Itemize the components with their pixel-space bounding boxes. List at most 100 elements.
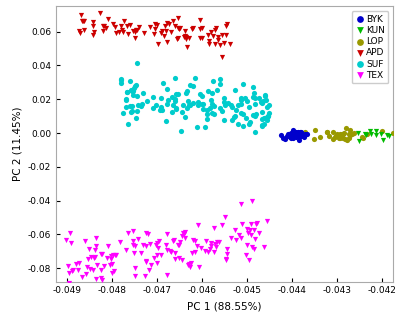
APD xyxy=(211,28,218,33)
APD xyxy=(181,35,187,40)
TEX xyxy=(155,245,162,250)
TEX xyxy=(104,244,111,249)
TEX xyxy=(252,236,258,242)
SUF xyxy=(231,114,237,119)
TEX xyxy=(125,230,132,235)
TEX xyxy=(253,222,259,227)
TEX xyxy=(203,239,209,244)
APD xyxy=(205,39,212,44)
TEX xyxy=(224,252,230,257)
SUF xyxy=(251,102,258,107)
SUF xyxy=(129,103,135,108)
TEX xyxy=(142,258,149,263)
APD xyxy=(78,12,84,18)
TEX xyxy=(90,268,97,273)
APD xyxy=(120,19,127,24)
LOP xyxy=(360,135,367,140)
APD xyxy=(208,30,214,35)
APD xyxy=(134,27,141,32)
TEX xyxy=(205,249,211,254)
TEX xyxy=(129,243,136,248)
TEX xyxy=(65,263,71,268)
SUF xyxy=(117,77,124,82)
SUF xyxy=(134,108,140,113)
SUF xyxy=(162,118,169,123)
LOP xyxy=(342,136,348,141)
TEX xyxy=(228,236,234,241)
SUF xyxy=(157,108,163,113)
TEX xyxy=(231,228,238,233)
TEX xyxy=(189,251,195,256)
SUF xyxy=(264,115,271,120)
TEX xyxy=(111,268,117,274)
APD xyxy=(90,32,96,37)
SUF xyxy=(256,95,263,100)
SUF xyxy=(172,76,178,81)
SUF xyxy=(124,90,131,95)
APD xyxy=(197,35,203,40)
TEX xyxy=(224,247,231,252)
TEX xyxy=(130,228,136,234)
BYK xyxy=(288,135,294,140)
SUF xyxy=(228,103,235,108)
APD xyxy=(154,22,160,28)
TEX xyxy=(236,233,243,238)
TEX xyxy=(263,218,270,223)
APD xyxy=(100,23,106,28)
BYK xyxy=(288,132,294,137)
SUF xyxy=(231,88,238,93)
BYK xyxy=(295,130,302,135)
TEX xyxy=(138,250,144,255)
APD xyxy=(119,28,126,33)
SUF xyxy=(123,104,129,109)
TEX xyxy=(83,272,89,277)
TEX xyxy=(92,254,98,260)
APD xyxy=(162,23,168,28)
APD xyxy=(164,20,170,26)
LOP xyxy=(344,137,350,142)
SUF xyxy=(253,112,259,117)
SUF xyxy=(246,105,252,110)
APD xyxy=(120,30,127,35)
SUF xyxy=(258,100,264,105)
TEX xyxy=(170,238,177,243)
SUF xyxy=(219,109,225,114)
TEX xyxy=(181,229,188,234)
BYK xyxy=(278,133,284,138)
APD xyxy=(199,26,205,31)
TEX xyxy=(198,246,204,251)
SUF xyxy=(225,101,231,106)
SUF xyxy=(221,95,228,100)
APD xyxy=(174,36,180,41)
TEX xyxy=(73,261,79,267)
TEX xyxy=(250,227,257,232)
TEX xyxy=(157,252,164,258)
SUF xyxy=(186,102,193,108)
SUF xyxy=(123,97,129,102)
APD xyxy=(209,33,216,38)
TEX xyxy=(93,235,99,240)
APD xyxy=(151,32,157,37)
TEX xyxy=(85,246,92,252)
BYK xyxy=(295,132,301,137)
LOP xyxy=(359,135,365,140)
LOP xyxy=(346,132,352,137)
APD xyxy=(116,29,122,34)
BYK xyxy=(304,131,311,136)
SUF xyxy=(196,91,203,96)
TEX xyxy=(93,277,99,282)
TEX xyxy=(211,250,217,255)
SUF xyxy=(232,114,239,119)
TEX xyxy=(107,257,114,262)
LOP xyxy=(340,131,346,136)
Y-axis label: PC 2 (11.45%): PC 2 (11.45%) xyxy=(12,107,22,181)
TEX xyxy=(180,231,186,236)
TEX xyxy=(112,252,119,257)
TEX xyxy=(178,258,185,263)
TEX xyxy=(98,268,104,273)
SUF xyxy=(128,109,134,114)
TEX xyxy=(69,269,75,274)
SUF xyxy=(128,88,135,93)
TEX xyxy=(130,238,136,243)
TEX xyxy=(85,257,91,262)
